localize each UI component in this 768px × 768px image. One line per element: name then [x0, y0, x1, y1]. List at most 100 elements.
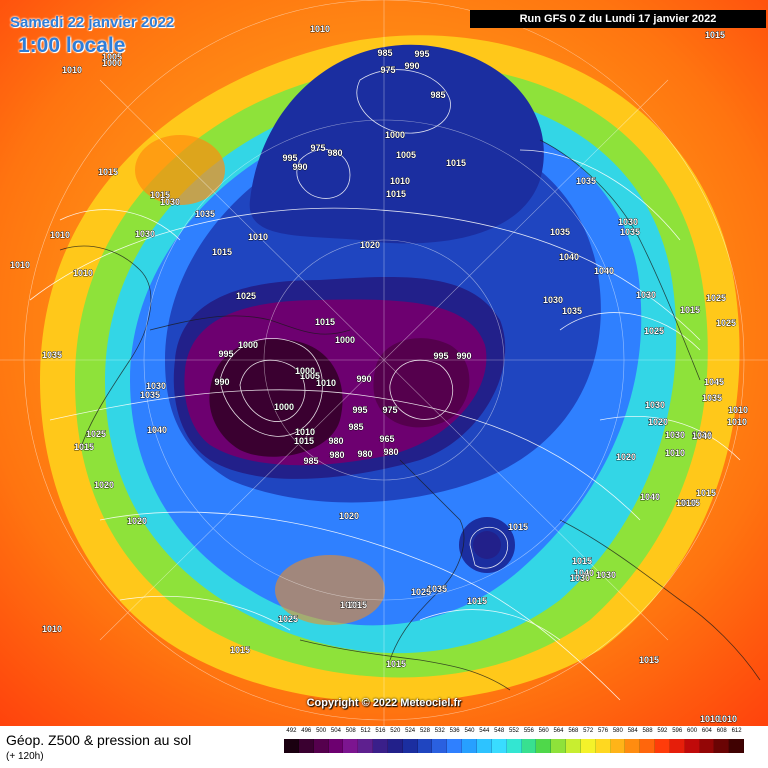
pressure-label: 1015	[230, 645, 250, 655]
color-scale-tick-label: 584	[627, 728, 638, 734]
color-scale: 492 496 500 504 508 512 516 520 524 528 532 536 540 5…	[284, 728, 745, 753]
pressure-label: 1005	[396, 150, 416, 160]
pressure-label: 1040	[147, 425, 167, 435]
color-scale-swatch	[417, 739, 433, 753]
pressure-label: 1020	[339, 511, 359, 521]
forecast-date: Samedi 22 janvier 2022	[10, 14, 175, 31]
pressure-label: 1015	[680, 305, 700, 315]
graticule	[0, 0, 768, 726]
pressure-label: 985	[348, 422, 363, 432]
color-scale-tick-label: 588	[642, 728, 653, 734]
pressure-label: 975	[380, 65, 395, 75]
color-scale-tick-label: 544	[479, 728, 490, 734]
pressure-label: 1000	[335, 335, 355, 345]
color-scale-swatch	[284, 739, 299, 753]
color-scale-tick-label: 564	[553, 728, 564, 734]
color-scale-swatch	[506, 739, 522, 753]
pressure-label: 985	[430, 90, 445, 100]
pressure-label: 1010	[692, 430, 712, 440]
color-scale-swatch	[714, 739, 730, 753]
pressure-label: 1025	[340, 600, 360, 610]
pressure-label: 1015	[467, 596, 487, 606]
pressure-label: 980	[327, 148, 342, 158]
pressure-label: 1040	[692, 431, 712, 441]
pressure-label: 1040	[574, 568, 594, 578]
pressure-label: 980	[383, 447, 398, 457]
pressure-label: 1035	[620, 227, 640, 237]
color-scale-tick-label: 580	[612, 728, 623, 734]
pressure-label: 1015	[98, 167, 118, 177]
isobars	[29, 69, 741, 701]
color-scale-swatch	[373, 739, 388, 753]
color-scale-swatch	[699, 739, 715, 753]
pressure-label: 1030	[135, 229, 155, 239]
pressure-label: 1015	[639, 655, 659, 665]
pressure-label: 1000	[102, 58, 122, 68]
color-scale-tick-label: 536	[449, 728, 460, 734]
color-scale-swatch	[729, 739, 745, 753]
pressure-label: 990	[356, 374, 371, 384]
pressure-label: 1020	[616, 452, 636, 462]
pressure-label: 1010	[676, 498, 696, 508]
pressure-label: 1030	[570, 573, 590, 583]
pressure-label: 1010	[10, 260, 30, 270]
pressure-label: 1015	[508, 522, 528, 532]
geopotential-map-svg: 1010100510001015101510301035101010151010…	[0, 0, 768, 726]
pressure-label: 1020	[94, 480, 114, 490]
pressure-label: 1000	[385, 130, 405, 140]
color-scale-tick-label: 508	[345, 728, 356, 734]
color-scale-tick-label: 524	[405, 728, 416, 734]
color-scale-tick-label: 496	[301, 728, 312, 734]
color-scale-tick-label: 600	[687, 728, 698, 734]
color-scale-swatch	[640, 739, 656, 753]
legend-title: Géop. Z500 & pression au sol	[6, 732, 192, 748]
pressure-label: 1030	[665, 430, 685, 440]
color-scale-tick-label: 532	[434, 728, 445, 734]
color-scale-tick-label: 556	[523, 728, 534, 734]
forecast-time: 1:00 locale	[18, 34, 126, 57]
color-scale-swatch	[580, 739, 596, 753]
color-scale-tick-label: 528	[419, 728, 430, 734]
pressure-label: 1015	[347, 600, 367, 610]
color-scale-tick-label: 492	[286, 728, 297, 734]
pressure-label: 1040	[594, 266, 614, 276]
color-scale-tick-label: 604	[701, 728, 712, 734]
pressure-label: 1015	[680, 498, 700, 508]
pressure-label: 1025	[278, 614, 298, 624]
color-scale-tick-label: 608	[716, 728, 727, 734]
pressure-label: 995	[433, 351, 448, 361]
pressure-label: 1010	[295, 427, 315, 437]
color-scale-swatch	[669, 739, 685, 753]
color-scale-swatch	[491, 739, 507, 753]
color-scale-swatch	[313, 739, 329, 753]
color-scale-swatch	[536, 739, 552, 753]
deep-low-west	[209, 339, 343, 457]
color-scale-swatch	[551, 739, 567, 753]
pressure-label: 1000	[295, 366, 315, 376]
pressure-label: 1015	[446, 158, 466, 168]
color-scale-swatch	[462, 739, 477, 753]
pressure-label: 1015	[315, 317, 335, 327]
copyright-notice: Copyright © 2022 Meteociel.fr	[306, 697, 462, 709]
pressure-label: 985	[303, 456, 318, 466]
pressure-label: 965	[379, 434, 394, 444]
color-scale-tick-label: 520	[390, 728, 401, 734]
pressure-label: 1010	[42, 624, 62, 634]
pressure-label: 1035	[427, 584, 447, 594]
pressure-label: 1030	[618, 217, 638, 227]
pressure-label: 1025	[411, 587, 431, 597]
pressure-label: 1040	[559, 252, 579, 262]
pressure-label: 990	[214, 377, 229, 387]
pressure-label: 1015	[572, 556, 592, 566]
pressure-label: 1015	[212, 247, 232, 257]
pressure-label: 990	[292, 162, 307, 172]
color-scale-tick-label: 596	[672, 728, 683, 734]
color-scale-swatch	[343, 739, 359, 753]
pressure-label: 985	[377, 48, 392, 58]
pressure-label: 1030	[160, 197, 180, 207]
color-scale-swatch	[328, 739, 344, 753]
deep-low-east	[373, 338, 470, 428]
color-scale-tick-label: 548	[494, 728, 505, 734]
pressure-label: 1020	[360, 240, 380, 250]
pressure-label: 1000	[238, 340, 258, 350]
